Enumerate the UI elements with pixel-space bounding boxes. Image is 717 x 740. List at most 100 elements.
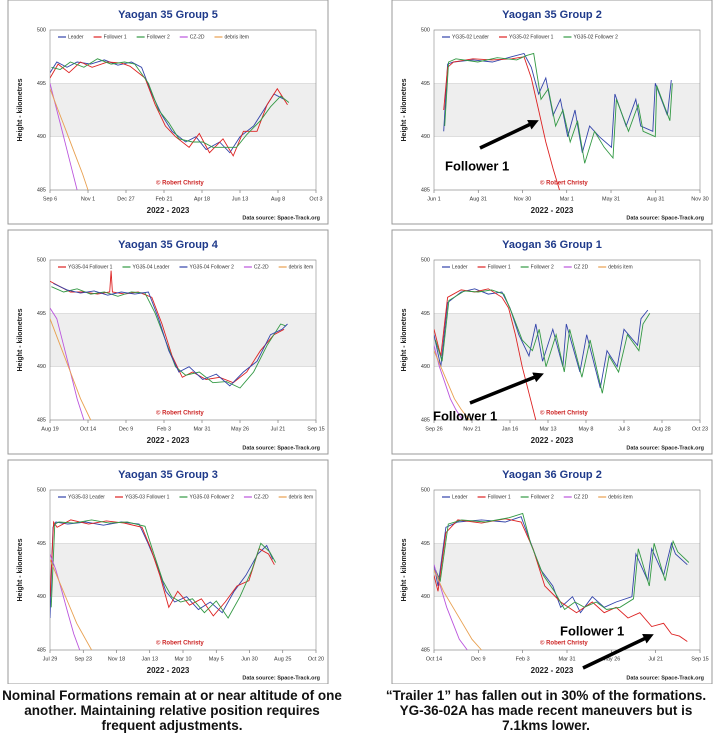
legend-label: debris item bbox=[224, 34, 248, 40]
y-tick-label: 490 bbox=[37, 134, 46, 140]
series-line bbox=[434, 345, 463, 421]
x-tick-label: Oct 20 bbox=[308, 656, 324, 662]
legend-label: YG35-02 Leader bbox=[452, 34, 489, 40]
source: Data source: Space-Track.org bbox=[242, 445, 320, 451]
x-tick-label: Dec 9 bbox=[119, 426, 133, 432]
x-tick-label: Sep 15 bbox=[307, 426, 324, 432]
x-tick-label: Jul 3 bbox=[618, 426, 630, 432]
legend-label: YG35-04 Follower 1 bbox=[68, 264, 113, 270]
x-tick-label: Aug 31 bbox=[647, 196, 664, 202]
x-tick-label: Jan 13 bbox=[141, 656, 158, 662]
y-tick-label: 490 bbox=[421, 594, 430, 600]
legend-label: debris item bbox=[608, 494, 632, 500]
chart-title: Yaogan 36 Group 1 bbox=[502, 239, 602, 251]
series-line bbox=[50, 270, 285, 384]
x-tick-label: Mar 10 bbox=[174, 656, 191, 662]
x-tick-label: Nov 21 bbox=[463, 426, 480, 432]
y-tick-label: 485 bbox=[37, 417, 46, 423]
legend-label: CZ-2D bbox=[254, 494, 269, 500]
y-tick-label: 485 bbox=[421, 647, 430, 653]
legend-label: YG35-02 Follower 1 bbox=[509, 34, 554, 40]
y-tick-label: 500 bbox=[421, 27, 430, 33]
x-tick-label: Jul 21 bbox=[648, 656, 663, 662]
plot-frame bbox=[49, 489, 317, 651]
annotation-arrow bbox=[582, 633, 654, 670]
y-tick-label: 500 bbox=[37, 27, 46, 33]
x-tick-label: Aug 19 bbox=[41, 426, 58, 432]
series-line bbox=[435, 512, 690, 611]
series-line bbox=[443, 56, 560, 191]
x-tick-label: Mar 13 bbox=[539, 426, 556, 432]
y-tick-label: 500 bbox=[421, 487, 430, 493]
source: Data source: Space-Track.org bbox=[626, 215, 704, 221]
series-line bbox=[50, 519, 275, 617]
series-line bbox=[434, 289, 651, 394]
x-tick-label: Sep 6 bbox=[43, 196, 57, 202]
x-tick-label: Apr 18 bbox=[194, 196, 210, 202]
plot-frame bbox=[433, 259, 701, 421]
series-line bbox=[50, 307, 85, 421]
series-line bbox=[51, 58, 290, 148]
legend-label: Leader bbox=[452, 494, 468, 500]
y-tick-label: 495 bbox=[37, 541, 46, 547]
y-axis-label: Height - kilometres bbox=[401, 308, 408, 371]
y-tick-label: 495 bbox=[421, 541, 430, 547]
x-tick-label: Mar 1 bbox=[560, 196, 574, 202]
legend-label: Follower 2 bbox=[531, 264, 554, 270]
x-tick-label: Jun 1 bbox=[427, 196, 440, 202]
series-line bbox=[434, 516, 688, 614]
series-line bbox=[50, 88, 89, 191]
plot-frame bbox=[433, 29, 701, 191]
x-tick-label: Aug 25 bbox=[274, 656, 291, 662]
y-tick-label: 495 bbox=[37, 81, 46, 87]
legend-label: Follower 2 bbox=[531, 494, 554, 500]
legend-label: YG35-03 Follower 2 bbox=[189, 494, 234, 500]
y-tick-label: 495 bbox=[37, 311, 46, 317]
legend-label: YG35-04 Leader bbox=[132, 264, 169, 270]
x-tick-label: Jan 16 bbox=[502, 426, 519, 432]
series-line bbox=[50, 318, 92, 421]
x-tick-label: Feb 21 bbox=[155, 196, 172, 202]
x-tick-label: Jul 29 bbox=[43, 656, 58, 662]
plot-frame bbox=[49, 29, 317, 191]
y-tick-label: 495 bbox=[421, 311, 430, 317]
annotation-arrow bbox=[479, 119, 539, 150]
x-tick-label: Sep 15 bbox=[691, 656, 708, 662]
series-line bbox=[434, 350, 470, 421]
legend-label: debris item bbox=[289, 494, 313, 500]
y-axis-label: Height - kilometres bbox=[401, 78, 408, 141]
x-tick-label: May 8 bbox=[579, 426, 594, 432]
chart-title: Yaogan 35 Group 2 bbox=[502, 9, 602, 21]
band bbox=[434, 543, 700, 597]
series-line bbox=[443, 52, 672, 153]
x-tick-label: Oct 14 bbox=[426, 656, 442, 662]
credit: © Robert Christy bbox=[540, 180, 588, 187]
legend-label: YG35-04 Follower 2 bbox=[189, 264, 234, 270]
x-tick-label: Nov 1 bbox=[81, 196, 95, 202]
annotation: Follower 1 bbox=[445, 158, 509, 173]
x-tick-label: Nov 30 bbox=[514, 196, 531, 202]
legend-label: CZ-2D bbox=[254, 264, 269, 270]
x-tick-label: Aug 28 bbox=[653, 426, 670, 432]
x-tick-label: Dec 27 bbox=[117, 196, 134, 202]
y-tick-label: 490 bbox=[421, 364, 430, 370]
annotation: Follower 1 bbox=[560, 623, 624, 638]
x-tick-label: Aug 31 bbox=[470, 196, 487, 202]
series-line bbox=[434, 569, 482, 651]
source: Data source: Space-Track.org bbox=[242, 675, 320, 681]
x-tick-label: Mar 31 bbox=[193, 426, 210, 432]
x-tick-label: Jul 21 bbox=[271, 426, 286, 432]
legend-label: CZ-2D bbox=[190, 34, 205, 40]
x-axis-label: 2022 - 2023 bbox=[531, 666, 574, 675]
legend-label: CZ 2D bbox=[574, 264, 589, 270]
legend-label: Leader bbox=[452, 264, 468, 270]
y-tick-label: 500 bbox=[37, 487, 46, 493]
caption: Nominal Formations remain at or near alt… bbox=[2, 688, 342, 733]
x-tick-label: Aug 8 bbox=[271, 196, 285, 202]
band bbox=[434, 313, 700, 367]
credit: © Robert Christy bbox=[156, 410, 204, 417]
x-tick-label: May 31 bbox=[602, 196, 620, 202]
y-axis-label: Height - kilometres bbox=[17, 78, 24, 141]
x-tick-label: Jun 13 bbox=[232, 196, 249, 202]
y-tick-label: 490 bbox=[37, 364, 46, 370]
